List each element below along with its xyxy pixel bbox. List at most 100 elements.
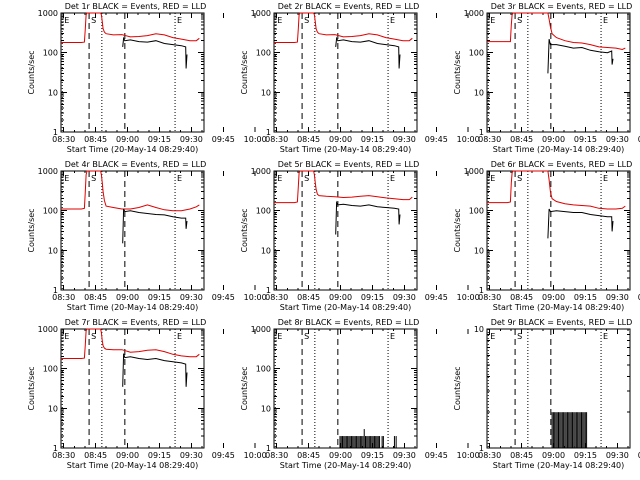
events-series-line xyxy=(122,208,188,244)
x-tick-label: 09:15 xyxy=(148,451,171,460)
event-marker-label: S xyxy=(517,174,522,183)
x-tick-label: 09:00 xyxy=(542,451,565,460)
x-tick-label: 09:15 xyxy=(574,135,597,144)
x-tick-label: 10:00 xyxy=(457,293,480,302)
event-marker-label: E xyxy=(277,16,282,25)
y-axis-label: Counts/sec xyxy=(27,50,36,94)
chart-det-6r: Det 6r BLACK = Events, RED = LLD 08:30 08:… xyxy=(453,160,640,312)
y-axis-label: Counts/sec xyxy=(27,208,36,252)
x-tick-label: 08:45 xyxy=(297,135,320,144)
event-bar xyxy=(366,436,368,448)
x-tick-label: 08:30 xyxy=(52,451,75,460)
y-tick-label: 100 xyxy=(43,49,58,58)
event-marker-label: E xyxy=(64,332,69,341)
lld-series-line xyxy=(274,170,413,204)
event-bar xyxy=(578,412,580,448)
x-tick-label: 09:45 xyxy=(212,293,235,302)
lld-series-line xyxy=(487,170,626,210)
event-bar xyxy=(395,436,397,448)
event-bar xyxy=(584,412,586,448)
event-bar xyxy=(574,412,576,448)
y-axis-label: Counts/sec xyxy=(240,366,249,410)
y-tick-label: 10 xyxy=(474,88,484,97)
event-bar xyxy=(552,412,554,448)
event-bar xyxy=(363,429,365,448)
event-bar xyxy=(373,436,375,448)
y-tick-label: 100 xyxy=(469,207,484,216)
x-tick-label: 09:30 xyxy=(393,293,416,302)
y-tick-label: 1 xyxy=(266,286,271,295)
events-series-line xyxy=(335,36,401,69)
x-tick-label: 10:00 xyxy=(457,451,480,460)
event-bar xyxy=(583,412,585,448)
lld-series-line xyxy=(61,328,200,359)
event-bar xyxy=(568,412,570,448)
plot-frame xyxy=(60,12,205,133)
y-tick-label: 100 xyxy=(256,365,271,374)
event-bar xyxy=(349,436,351,448)
chart-title: Det 8r BLACK = Events, RED = LLD xyxy=(278,318,420,327)
x-tick-label: 09:00 xyxy=(542,293,565,302)
x-tick-label: 08:30 xyxy=(265,135,288,144)
x-axis-label: Start Time (20-May-14 08:29:40) xyxy=(280,461,411,470)
event-bar xyxy=(357,436,359,448)
x-tick-label: 09:30 xyxy=(606,293,629,302)
chart-det-3r: Det 3r BLACK = Events, RED = LLD 08:30 08:… xyxy=(453,2,640,154)
event-bar xyxy=(359,436,361,448)
event-marker-label: E xyxy=(490,16,495,25)
event-bar xyxy=(561,412,563,448)
event-bar xyxy=(556,412,558,448)
event-bar xyxy=(362,436,364,448)
event-marker-label: E xyxy=(603,16,608,25)
x-tick-label: 10:00 xyxy=(244,293,267,302)
y-tick-label: 100 xyxy=(43,365,58,374)
event-marker-label: S xyxy=(304,16,309,25)
event-marker-label: E xyxy=(177,332,182,341)
event-marker-label: S xyxy=(91,174,96,183)
event-bar xyxy=(559,412,561,448)
event-bar xyxy=(343,436,345,448)
events-series-line xyxy=(122,36,188,69)
x-tick-label: 09:15 xyxy=(361,293,384,302)
x-tick-label: 09:00 xyxy=(329,451,352,460)
event-bar xyxy=(353,436,355,448)
x-tick-label: 09:15 xyxy=(148,293,171,302)
event-bar xyxy=(564,412,566,448)
chart-det-4r: Det 4r BLACK = Events, RED = LLD 08:30 08:… xyxy=(27,160,267,312)
event-marker-label: S xyxy=(91,332,96,341)
x-tick-label: 09:30 xyxy=(606,135,629,144)
y-tick-label: 10 xyxy=(261,88,271,97)
event-bar xyxy=(554,412,556,448)
event-marker-label: E xyxy=(603,174,608,183)
plot-frame xyxy=(486,170,631,291)
event-bar xyxy=(372,436,374,448)
x-tick-label: 09:30 xyxy=(393,135,416,144)
x-tick-label: 08:30 xyxy=(265,293,288,302)
event-marker-label: E xyxy=(177,16,182,25)
event-bar xyxy=(379,436,381,448)
event-bar xyxy=(560,412,562,448)
x-tick-label: 08:45 xyxy=(510,293,533,302)
x-axis-label: Start Time (20-May-14 08:29:40) xyxy=(493,303,624,312)
y-tick-label: 1 xyxy=(266,128,271,137)
chart-title: Det 6r BLACK = Events, RED = LLD xyxy=(491,160,633,169)
x-tick-label: 09:00 xyxy=(116,451,139,460)
y-axis-label: Counts/sec xyxy=(453,208,462,252)
event-marker-label: E xyxy=(490,332,495,341)
x-axis-label: Start Time (20-May-14 08:29:40) xyxy=(67,145,198,154)
x-tick-label: 09:30 xyxy=(180,293,203,302)
event-bar xyxy=(361,436,363,448)
y-axis-label: Counts/sec xyxy=(453,366,462,410)
event-marker-label: E xyxy=(64,16,69,25)
event-bar xyxy=(580,412,582,448)
event-bar xyxy=(575,412,577,448)
x-tick-label: 08:30 xyxy=(52,135,75,144)
lld-series-line xyxy=(274,12,413,43)
event-bar xyxy=(563,412,565,448)
event-bar xyxy=(368,436,370,448)
events-series-line xyxy=(547,208,614,239)
y-tick-label: 10 xyxy=(48,88,58,97)
event-bar xyxy=(377,436,379,448)
event-bar xyxy=(565,412,567,448)
